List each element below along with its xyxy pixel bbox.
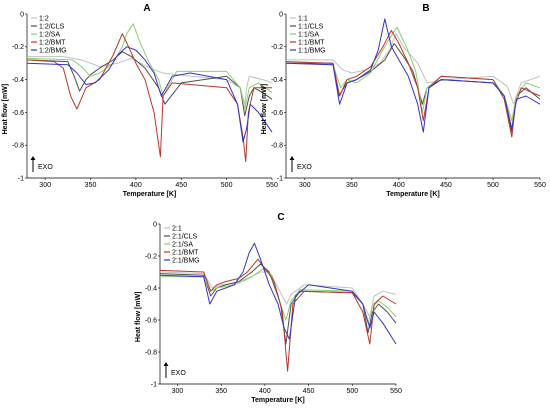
y-tick-label: -0.8 bbox=[12, 143, 24, 150]
x-axis-title: Temperature [K] bbox=[251, 397, 305, 404]
chart-panel-b: B -1 -0.8 -0.6 -0.4 -0.2 0 300 350 400 450 500 550 Te… bbox=[261, 3, 546, 198]
y-tick-label: -1 bbox=[18, 175, 24, 182]
series-line-1-2 bbox=[27, 56, 273, 105]
y-axis-title: Heat flow [mW] bbox=[2, 84, 9, 135]
series-line-1-1 bbox=[286, 33, 541, 105]
legend-entry: 1:2 bbox=[39, 15, 49, 22]
exo-label: EXO bbox=[38, 164, 53, 171]
panel-letter: B bbox=[422, 3, 429, 14]
exo-label: EXO bbox=[297, 164, 312, 171]
y-tick-label: -1 bbox=[277, 175, 283, 182]
legend-entry: 2:1/CLS bbox=[172, 233, 198, 240]
series-line-1-2-bmg bbox=[26, 46, 273, 143]
legend-entry: 2:1 bbox=[172, 225, 182, 232]
exo-label: EXO bbox=[171, 370, 186, 377]
y-tick-label: -0.2 bbox=[271, 44, 283, 51]
x-axis-title: Temperature [K] bbox=[386, 191, 440, 198]
y-tick-label: -0.6 bbox=[271, 110, 283, 117]
x-tick-label: 300 bbox=[299, 182, 311, 189]
legend-entry: 1:1/CLS bbox=[298, 23, 324, 30]
legend-entry: 2:1/SA bbox=[172, 241, 193, 248]
y-tick-label: 0 bbox=[20, 11, 24, 18]
x-tick-label: 300 bbox=[39, 182, 51, 189]
y-axis-title: Heat flow [mW] bbox=[261, 84, 268, 135]
series-line-1-2-sa bbox=[26, 23, 273, 110]
exo-arrowhead-icon bbox=[163, 362, 169, 366]
series-line-1-1-cls bbox=[286, 43, 541, 133]
y-tick-label: -0.6 bbox=[145, 317, 157, 324]
series-line-1-2-cls bbox=[26, 51, 273, 117]
y-tick-label: -0.4 bbox=[271, 77, 283, 84]
chart-panel-c: C -1 -0.8 -0.6 -0.4 -0.2 0 300 350 400 450 500 550 Te… bbox=[135, 212, 402, 404]
series-line-1-2-bmt bbox=[26, 33, 272, 163]
x-tick-label: 550 bbox=[534, 182, 546, 189]
legend-entry: 1:1/BMT bbox=[298, 39, 325, 46]
y-tick-label: -0.4 bbox=[12, 77, 24, 84]
x-tick-label: 400 bbox=[130, 182, 142, 189]
y-tick-label: -0.6 bbox=[12, 110, 24, 117]
y-tick-label: -0.2 bbox=[12, 44, 24, 51]
x-tick-label: 550 bbox=[390, 388, 402, 395]
x-tick-label: 450 bbox=[440, 182, 452, 189]
legend-entry: 2:1/BMT bbox=[172, 249, 199, 256]
x-tick-label: 350 bbox=[346, 182, 358, 189]
y-tick-label: 0 bbox=[153, 221, 157, 228]
series-line-1-1-bmg bbox=[285, 18, 541, 133]
x-tick-label: 500 bbox=[346, 388, 358, 395]
legend-entry: 1:2/CLS bbox=[39, 23, 65, 30]
legend-entry: 2:1/BMG bbox=[172, 257, 200, 264]
x-tick-label: 450 bbox=[303, 388, 315, 395]
x-tick-label: 350 bbox=[85, 182, 97, 189]
panel-letter: A bbox=[143, 3, 150, 14]
series-line-2-1-bmt bbox=[159, 258, 397, 372]
x-tick-label: 350 bbox=[215, 388, 227, 395]
exo-arrowhead-icon bbox=[30, 156, 36, 160]
x-tick-label: 300 bbox=[172, 388, 184, 395]
exo-arrowhead-icon bbox=[289, 156, 295, 160]
y-axis-title: Heat flow [mW] bbox=[135, 292, 142, 343]
y-tick-label: -1 bbox=[151, 381, 157, 388]
series-line-2-1-bmg bbox=[159, 242, 397, 345]
series-line-2-1-sa bbox=[160, 268, 397, 324]
legend-entry: 1:2/BMT bbox=[39, 39, 66, 46]
x-tick-label: 450 bbox=[175, 182, 187, 189]
x-tick-label: 400 bbox=[393, 182, 405, 189]
legend-entry: 1:2/SA bbox=[39, 31, 60, 38]
legend-entry: 1:2/BMG bbox=[39, 47, 67, 54]
series-line-1-1-bmt bbox=[285, 29, 541, 138]
x-tick-label: 550 bbox=[266, 182, 278, 189]
y-tick-label: -0.4 bbox=[145, 285, 157, 292]
y-tick-label: -0.8 bbox=[271, 143, 283, 150]
chart-panel-a: A -1 -0.8 -0.6 -0.4 -0.2 0 300 350 400 450 500 550 Te… bbox=[2, 3, 278, 198]
y-tick-label: 0 bbox=[279, 11, 283, 18]
panel-letter: C bbox=[277, 212, 284, 223]
series-line-1-1-sa bbox=[285, 26, 541, 122]
x-tick-label: 500 bbox=[221, 182, 233, 189]
legend-entry: 1:1/SA bbox=[298, 31, 319, 38]
x-tick-label: 500 bbox=[487, 182, 499, 189]
x-axis-title: Temperature [K] bbox=[123, 191, 177, 198]
y-tick-label: -0.2 bbox=[145, 253, 157, 260]
x-tick-label: 400 bbox=[259, 388, 271, 395]
legend-entry: 1:1/BMG bbox=[298, 47, 326, 54]
y-tick-label: -0.8 bbox=[145, 349, 157, 356]
legend-entry: 1:1 bbox=[298, 15, 308, 22]
